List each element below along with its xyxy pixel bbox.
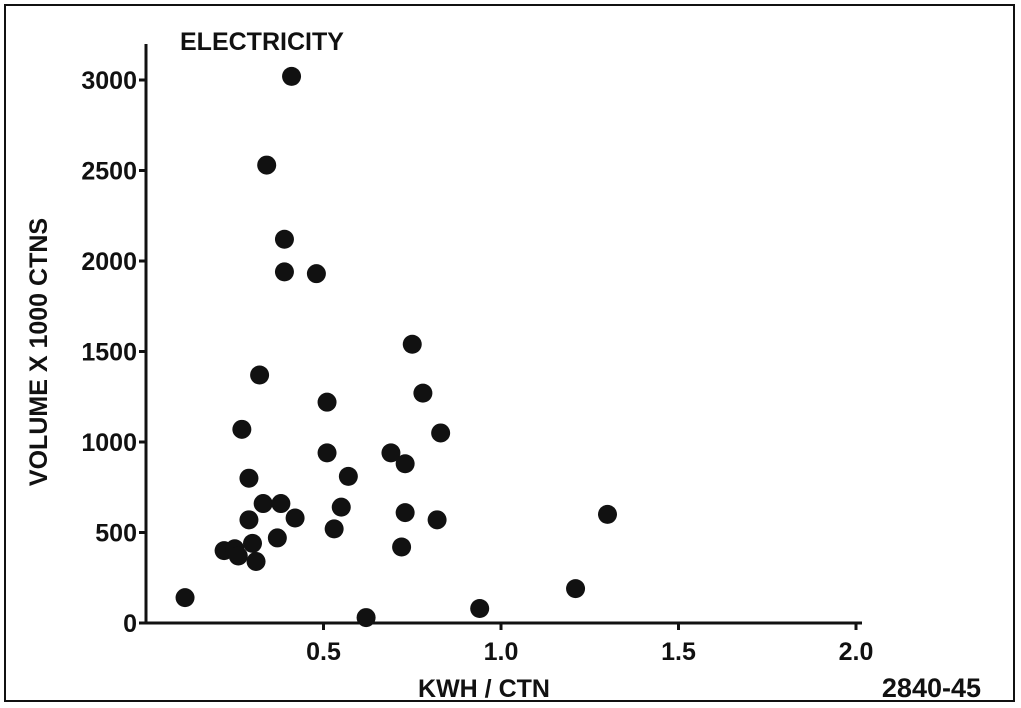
y-tick-label: 0 xyxy=(123,610,137,638)
data-point xyxy=(253,494,273,514)
data-point xyxy=(431,423,451,443)
data-point xyxy=(427,510,447,530)
chart-title: ELECTRICITY xyxy=(180,28,344,56)
data-point xyxy=(250,365,270,385)
data-point xyxy=(267,528,287,548)
y-axis-label: VOLUME X 1000 CTNS xyxy=(25,218,53,486)
data-point xyxy=(324,519,344,539)
data-point xyxy=(285,508,305,528)
data-point xyxy=(274,229,294,249)
data-point xyxy=(338,466,358,486)
data-point xyxy=(566,579,586,599)
data-point xyxy=(306,264,326,284)
data-point xyxy=(257,155,277,175)
data-point xyxy=(413,383,433,403)
data-point xyxy=(232,419,252,439)
data-points xyxy=(175,66,617,628)
data-point xyxy=(395,454,415,474)
data-point xyxy=(470,599,490,619)
data-point xyxy=(331,497,351,517)
y-tick-label: 3000 xyxy=(81,67,137,95)
data-point xyxy=(282,66,302,86)
data-point xyxy=(243,533,262,553)
axes xyxy=(144,44,862,625)
y-ticks: 0 500 1000 1500 2000 2500 3000 xyxy=(81,67,146,638)
x-ticks: 0.5 1.0 1.5 2.0 xyxy=(306,623,873,666)
y-tick-label: 2000 xyxy=(81,248,137,276)
x-tick-label: 1.0 xyxy=(484,638,519,666)
data-point xyxy=(274,262,294,282)
data-point xyxy=(228,546,248,566)
data-point xyxy=(239,468,259,488)
data-point xyxy=(395,503,415,523)
data-point xyxy=(381,443,401,463)
data-point xyxy=(246,551,266,571)
x-tick-label: 2.0 xyxy=(839,638,874,666)
x-axis-label: KWH / CTN xyxy=(418,675,550,703)
data-point xyxy=(402,334,422,354)
x-tick-label: 0.5 xyxy=(306,638,341,666)
data-point xyxy=(239,510,259,530)
data-point xyxy=(392,537,412,557)
figure-frame xyxy=(4,4,1015,702)
data-point xyxy=(271,494,291,514)
y-tick-label: 500 xyxy=(95,520,137,548)
data-point xyxy=(356,608,376,628)
data-point xyxy=(175,588,195,608)
figure-id: 2840-45 xyxy=(882,673,981,703)
x-tick-label: 1.5 xyxy=(661,638,696,666)
data-point xyxy=(598,504,617,524)
y-tick-label: 1000 xyxy=(81,429,137,457)
data-point xyxy=(317,443,337,463)
data-point xyxy=(317,392,337,412)
y-tick-label: 2500 xyxy=(81,158,137,186)
y-tick-label: 1500 xyxy=(81,339,137,367)
